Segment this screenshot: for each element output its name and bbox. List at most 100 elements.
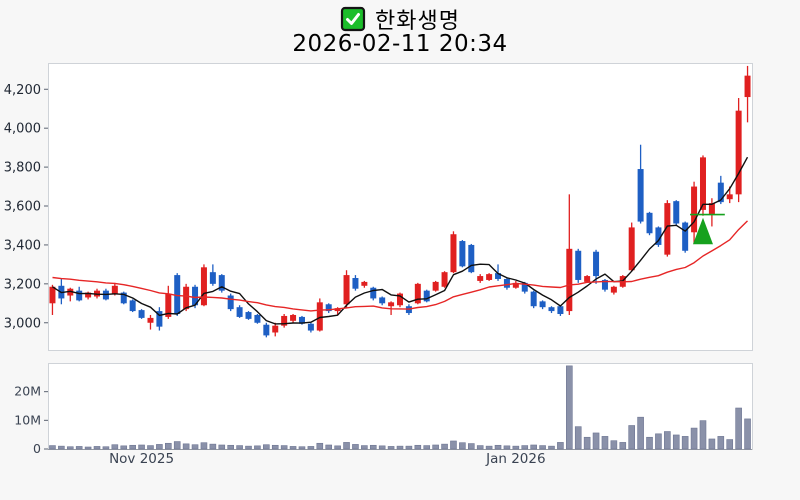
- price-tick-label: 3,800: [4, 161, 41, 176]
- candle-body-down: [682, 222, 689, 251]
- volume-bar: [227, 444, 234, 450]
- candle-body-down: [156, 311, 163, 327]
- volume-bar: [708, 438, 716, 450]
- candle-body-up: [183, 286, 190, 310]
- volume-bar: [672, 434, 680, 450]
- price-tick-label: 3,400: [4, 238, 41, 253]
- candle-body-down: [459, 241, 466, 267]
- volume-bar: [102, 446, 110, 450]
- candle-body-up: [664, 203, 671, 255]
- volume-bar: [218, 444, 226, 450]
- volume-bar: [156, 444, 163, 450]
- volume-bar: [343, 442, 350, 450]
- candle-body-up: [450, 234, 457, 273]
- candle-body-down: [521, 282, 528, 292]
- candle-body-down: [717, 182, 724, 203]
- candle-body-up: [477, 276, 484, 281]
- volume-bar: [610, 440, 618, 450]
- volume-bar: [325, 444, 333, 450]
- volume-bar: [628, 425, 635, 450]
- volume-bar: [236, 445, 243, 450]
- volume-bar: [566, 365, 573, 450]
- candle-body-up: [584, 276, 591, 282]
- volume-bar: [539, 445, 546, 450]
- volume-tick-label: 0: [33, 441, 41, 456]
- candle-body-down: [218, 275, 225, 291]
- volume-bar: [441, 443, 448, 450]
- candle-body-down: [263, 324, 270, 336]
- volume-bar: [245, 445, 252, 450]
- volume-bar: [316, 442, 324, 450]
- candle-body-up: [67, 288, 74, 296]
- volume-bar: [664, 431, 671, 450]
- volume-bar: [690, 427, 698, 450]
- volume-tick-label: 20M: [14, 384, 41, 399]
- candle-body-up: [343, 275, 350, 305]
- candle-body-up: [735, 110, 742, 195]
- ma-long-line: [52, 220, 748, 312]
- volume-tick-label: 10M: [14, 412, 41, 427]
- candle-body-up: [414, 283, 421, 304]
- candle-body-down: [548, 307, 555, 312]
- candle-body-up: [272, 325, 279, 333]
- volume-bar: [699, 420, 707, 450]
- candle-body-up: [512, 282, 519, 288]
- candle-body-down: [423, 290, 430, 302]
- volume-bar: [735, 407, 742, 450]
- checked-checkbox-glyph: [340, 6, 366, 32]
- candle-body-up: [147, 317, 154, 323]
- volume-bar: [655, 433, 662, 450]
- volume-bar: [637, 416, 644, 450]
- candle-body-down: [655, 227, 662, 245]
- volume-bar: [512, 445, 520, 450]
- candle-body-down: [254, 314, 261, 323]
- candle-body-down: [174, 275, 181, 315]
- candle-body-down: [370, 287, 377, 299]
- candle-body-up: [744, 75, 751, 98]
- candle-body-down: [129, 300, 136, 312]
- candle-body-down: [227, 295, 234, 310]
- candle-body-up: [111, 285, 118, 294]
- volume-bar: [58, 445, 65, 450]
- volume-bar: [396, 445, 404, 450]
- candle-body-down: [307, 323, 314, 331]
- candle-body-up: [316, 302, 323, 331]
- candle-body-down: [245, 312, 252, 319]
- candle-body-up: [691, 186, 698, 233]
- candle-body-down: [236, 307, 243, 317]
- candle-body-up: [566, 248, 573, 312]
- volume-bar: [726, 439, 734, 450]
- volume-bar: [459, 442, 466, 450]
- volume-bar: [574, 426, 582, 450]
- volume-bar: [334, 445, 341, 450]
- candle-body-down: [530, 291, 537, 307]
- volume-bar: [165, 442, 172, 450]
- volume-bar: [120, 445, 128, 450]
- candle-body-up: [165, 293, 172, 317]
- month-tick-label: Jan 2026: [485, 451, 545, 467]
- candle-body-down: [495, 273, 502, 279]
- volume-bar: [646, 436, 653, 450]
- volume-bar: [173, 441, 181, 450]
- candle-body-down: [673, 201, 680, 224]
- candle-body-down: [209, 272, 216, 284]
- candle-body-down: [138, 310, 145, 318]
- volume-bar: [619, 442, 627, 450]
- volume-bar: [717, 436, 725, 450]
- volume-bar: [521, 445, 529, 450]
- volume-bar: [280, 445, 288, 450]
- chart-datetime: 2026-02-11 20:34: [292, 31, 508, 57]
- price-tick-label: 3,600: [4, 200, 41, 215]
- volume-bar: [485, 445, 493, 450]
- volume-bar: [271, 444, 279, 450]
- volume-plot-area: [48, 363, 753, 450]
- candle-body-up: [397, 293, 403, 306]
- candle-body-up: [281, 315, 288, 326]
- candle-body-up: [628, 227, 635, 271]
- volume-bar: [387, 446, 395, 450]
- price-tick-label: 3,200: [4, 277, 41, 292]
- volume-bar: [147, 445, 154, 450]
- price-tick-label: 4,000: [4, 122, 41, 137]
- candle-body-down: [352, 278, 359, 289]
